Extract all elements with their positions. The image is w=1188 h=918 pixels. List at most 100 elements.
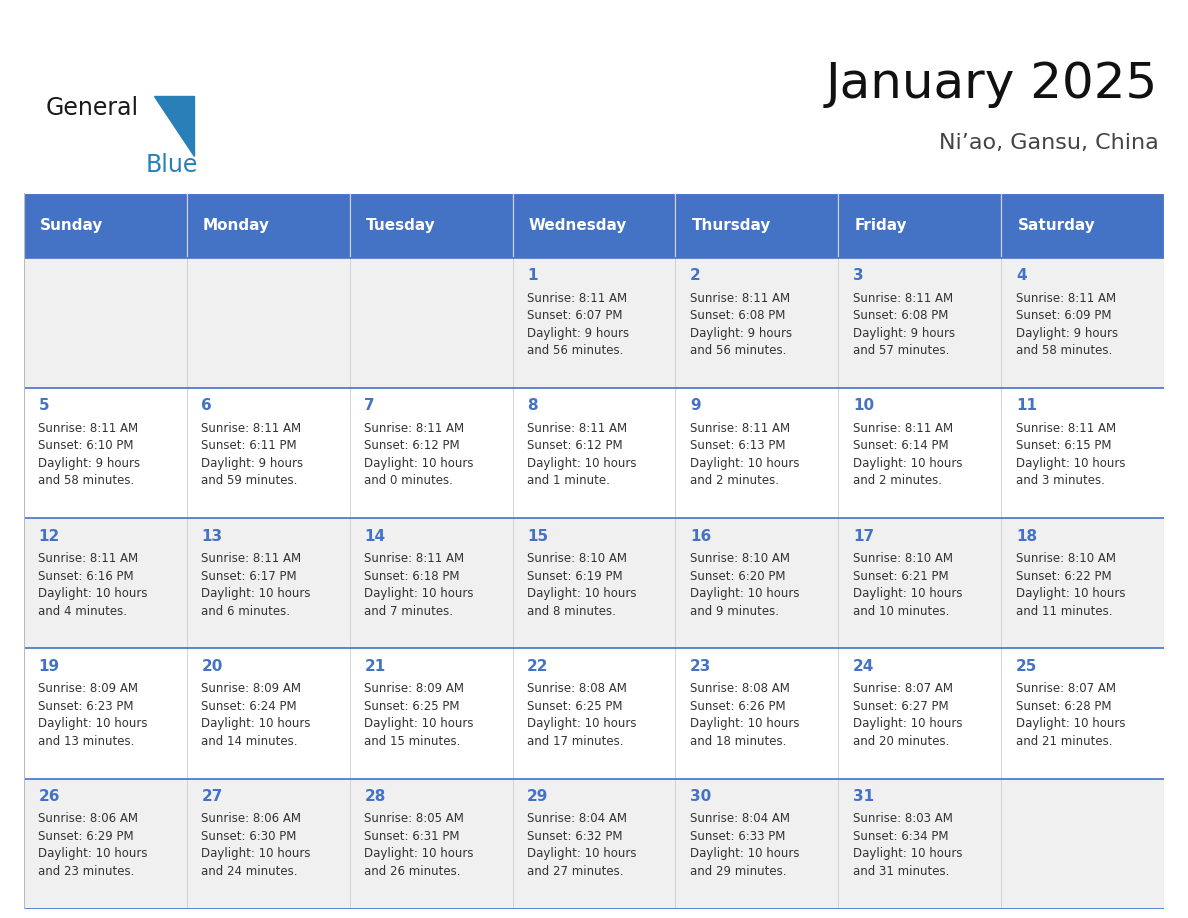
Text: Sunrise: 8:06 AM
Sunset: 6:30 PM
Daylight: 10 hours
and 24 minutes.: Sunrise: 8:06 AM Sunset: 6:30 PM Dayligh… (201, 812, 311, 878)
Text: 9: 9 (690, 398, 701, 413)
Text: 25: 25 (1016, 659, 1037, 674)
Bar (839, 258, 1001, 388)
Text: 21: 21 (365, 659, 386, 674)
Text: 18: 18 (1016, 529, 1037, 543)
Text: Sunday: Sunday (40, 218, 103, 233)
Bar (676, 388, 839, 519)
Text: Sunrise: 8:07 AM
Sunset: 6:27 PM
Daylight: 10 hours
and 20 minutes.: Sunrise: 8:07 AM Sunset: 6:27 PM Dayligh… (853, 682, 962, 748)
Text: Sunrise: 8:11 AM
Sunset: 6:10 PM
Daylight: 9 hours
and 58 minutes.: Sunrise: 8:11 AM Sunset: 6:10 PM Dayligh… (38, 422, 140, 487)
Bar (1001, 258, 1164, 388)
Bar (676, 193, 839, 258)
Text: 5: 5 (38, 398, 49, 413)
Text: Sunrise: 8:09 AM
Sunset: 6:25 PM
Daylight: 10 hours
and 15 minutes.: Sunrise: 8:09 AM Sunset: 6:25 PM Dayligh… (365, 682, 474, 748)
Bar (839, 648, 1001, 778)
Bar (187, 778, 349, 909)
Text: 27: 27 (201, 789, 222, 804)
Bar (839, 388, 1001, 519)
Text: 8: 8 (527, 398, 538, 413)
Text: 7: 7 (365, 398, 375, 413)
Text: Sunrise: 8:09 AM
Sunset: 6:24 PM
Daylight: 10 hours
and 14 minutes.: Sunrise: 8:09 AM Sunset: 6:24 PM Dayligh… (201, 682, 311, 748)
Bar (24, 258, 187, 388)
Text: Sunrise: 8:11 AM
Sunset: 6:13 PM
Daylight: 10 hours
and 2 minutes.: Sunrise: 8:11 AM Sunset: 6:13 PM Dayligh… (690, 422, 800, 487)
Text: 23: 23 (690, 659, 712, 674)
Bar (676, 778, 839, 909)
Text: General: General (45, 96, 138, 120)
Text: 2: 2 (690, 268, 701, 284)
Text: Sunrise: 8:03 AM
Sunset: 6:34 PM
Daylight: 10 hours
and 31 minutes.: Sunrise: 8:03 AM Sunset: 6:34 PM Dayligh… (853, 812, 962, 878)
Text: 19: 19 (38, 659, 59, 674)
Text: Sunrise: 8:11 AM
Sunset: 6:09 PM
Daylight: 9 hours
and 58 minutes.: Sunrise: 8:11 AM Sunset: 6:09 PM Dayligh… (1016, 292, 1118, 357)
Text: Sunrise: 8:10 AM
Sunset: 6:22 PM
Daylight: 10 hours
and 11 minutes.: Sunrise: 8:10 AM Sunset: 6:22 PM Dayligh… (1016, 552, 1125, 618)
Bar (839, 778, 1001, 909)
Text: 20: 20 (201, 659, 222, 674)
Bar (1001, 388, 1164, 519)
Bar (512, 388, 676, 519)
Text: Sunrise: 8:11 AM
Sunset: 6:15 PM
Daylight: 10 hours
and 3 minutes.: Sunrise: 8:11 AM Sunset: 6:15 PM Dayligh… (1016, 422, 1125, 487)
Text: 29: 29 (527, 789, 549, 804)
Bar (1001, 778, 1164, 909)
Text: 4: 4 (1016, 268, 1026, 284)
Text: Monday: Monday (203, 218, 270, 233)
Bar (512, 258, 676, 388)
Bar (187, 193, 349, 258)
Text: Sunrise: 8:10 AM
Sunset: 6:21 PM
Daylight: 10 hours
and 10 minutes.: Sunrise: 8:10 AM Sunset: 6:21 PM Dayligh… (853, 552, 962, 618)
Text: 30: 30 (690, 789, 712, 804)
Bar (839, 193, 1001, 258)
Text: Sunrise: 8:11 AM
Sunset: 6:14 PM
Daylight: 10 hours
and 2 minutes.: Sunrise: 8:11 AM Sunset: 6:14 PM Dayligh… (853, 422, 962, 487)
Text: January 2025: January 2025 (826, 60, 1158, 107)
Bar (349, 388, 512, 519)
Text: Sunrise: 8:11 AM
Sunset: 6:07 PM
Daylight: 9 hours
and 56 minutes.: Sunrise: 8:11 AM Sunset: 6:07 PM Dayligh… (527, 292, 630, 357)
Bar (24, 388, 187, 519)
Bar (187, 258, 349, 388)
Bar (24, 193, 187, 258)
Text: Sunrise: 8:10 AM
Sunset: 6:20 PM
Daylight: 10 hours
and 9 minutes.: Sunrise: 8:10 AM Sunset: 6:20 PM Dayligh… (690, 552, 800, 618)
Text: 17: 17 (853, 529, 874, 543)
Bar (349, 193, 512, 258)
Bar (1001, 519, 1164, 648)
Text: Sunrise: 8:07 AM
Sunset: 6:28 PM
Daylight: 10 hours
and 21 minutes.: Sunrise: 8:07 AM Sunset: 6:28 PM Dayligh… (1016, 682, 1125, 748)
Bar (512, 778, 676, 909)
Bar (676, 648, 839, 778)
Bar (512, 519, 676, 648)
Text: Wednesday: Wednesday (529, 218, 627, 233)
Text: Sunrise: 8:11 AM
Sunset: 6:16 PM
Daylight: 10 hours
and 4 minutes.: Sunrise: 8:11 AM Sunset: 6:16 PM Dayligh… (38, 552, 148, 618)
Text: 11: 11 (1016, 398, 1037, 413)
Text: Sunrise: 8:08 AM
Sunset: 6:26 PM
Daylight: 10 hours
and 18 minutes.: Sunrise: 8:08 AM Sunset: 6:26 PM Dayligh… (690, 682, 800, 748)
Text: Blue: Blue (146, 153, 198, 177)
Text: Sunrise: 8:05 AM
Sunset: 6:31 PM
Daylight: 10 hours
and 26 minutes.: Sunrise: 8:05 AM Sunset: 6:31 PM Dayligh… (365, 812, 474, 878)
Text: 6: 6 (201, 398, 213, 413)
Bar (512, 648, 676, 778)
Text: Sunrise: 8:11 AM
Sunset: 6:08 PM
Daylight: 9 hours
and 57 minutes.: Sunrise: 8:11 AM Sunset: 6:08 PM Dayligh… (853, 292, 955, 357)
Text: 24: 24 (853, 659, 874, 674)
Text: Sunrise: 8:11 AM
Sunset: 6:11 PM
Daylight: 9 hours
and 59 minutes.: Sunrise: 8:11 AM Sunset: 6:11 PM Dayligh… (201, 422, 303, 487)
Text: Ni’ao, Gansu, China: Ni’ao, Gansu, China (939, 133, 1158, 153)
Text: Sunrise: 8:08 AM
Sunset: 6:25 PM
Daylight: 10 hours
and 17 minutes.: Sunrise: 8:08 AM Sunset: 6:25 PM Dayligh… (527, 682, 637, 748)
Text: 16: 16 (690, 529, 712, 543)
Text: 1: 1 (527, 268, 538, 284)
Text: 14: 14 (365, 529, 385, 543)
Text: 26: 26 (38, 789, 59, 804)
Text: Thursday: Thursday (691, 218, 771, 233)
Text: 3: 3 (853, 268, 864, 284)
Text: 31: 31 (853, 789, 874, 804)
Bar (839, 519, 1001, 648)
Bar (24, 778, 187, 909)
Bar (349, 258, 512, 388)
Bar (187, 519, 349, 648)
Text: 10: 10 (853, 398, 874, 413)
Bar (187, 388, 349, 519)
Bar (349, 648, 512, 778)
Bar (24, 648, 187, 778)
Text: 28: 28 (365, 789, 386, 804)
Bar (187, 648, 349, 778)
Text: 13: 13 (201, 529, 222, 543)
Bar (512, 193, 676, 258)
Bar (676, 258, 839, 388)
Text: Sunrise: 8:11 AM
Sunset: 6:12 PM
Daylight: 10 hours
and 1 minute.: Sunrise: 8:11 AM Sunset: 6:12 PM Dayligh… (527, 422, 637, 487)
Text: Sunrise: 8:06 AM
Sunset: 6:29 PM
Daylight: 10 hours
and 23 minutes.: Sunrise: 8:06 AM Sunset: 6:29 PM Dayligh… (38, 812, 148, 878)
Text: Sunrise: 8:11 AM
Sunset: 6:12 PM
Daylight: 10 hours
and 0 minutes.: Sunrise: 8:11 AM Sunset: 6:12 PM Dayligh… (365, 422, 474, 487)
Text: 15: 15 (527, 529, 549, 543)
Text: Sunrise: 8:04 AM
Sunset: 6:33 PM
Daylight: 10 hours
and 29 minutes.: Sunrise: 8:04 AM Sunset: 6:33 PM Dayligh… (690, 812, 800, 878)
Text: 12: 12 (38, 529, 59, 543)
Bar (676, 519, 839, 648)
